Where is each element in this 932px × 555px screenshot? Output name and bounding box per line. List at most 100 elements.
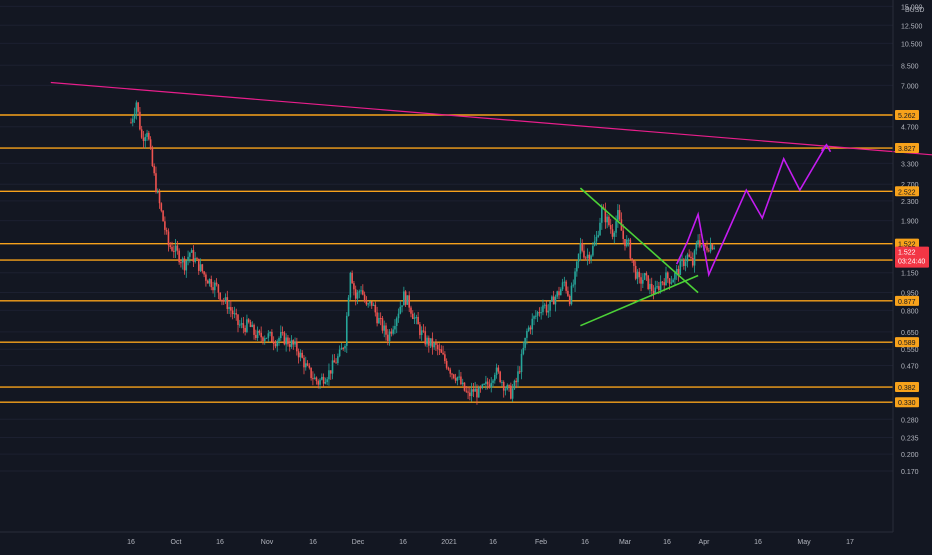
candle-body <box>337 356 339 363</box>
time-tick-label: 16 <box>754 539 762 546</box>
candle-body <box>451 373 453 375</box>
candle-body <box>476 388 478 398</box>
candle-body <box>690 256 692 259</box>
candle-body <box>280 332 282 339</box>
candle-body <box>144 136 147 142</box>
candle-body <box>666 272 669 279</box>
candle-body <box>586 254 589 258</box>
candle-body <box>413 317 416 319</box>
candle-body <box>171 246 173 251</box>
candle-body <box>324 381 327 384</box>
candle-body <box>260 332 262 338</box>
candle-body <box>556 291 559 297</box>
candle-body <box>329 370 332 374</box>
candle-body <box>529 327 532 330</box>
candle-body <box>226 297 229 309</box>
candle-body <box>297 351 300 358</box>
candle-body <box>265 337 268 339</box>
descending-resistance-line[interactable] <box>50 81 932 156</box>
candle-body <box>281 332 284 334</box>
level-badge <box>895 186 919 197</box>
candle-body <box>488 384 491 388</box>
price-tick-label: 0.280 <box>901 417 919 424</box>
candle-body <box>485 381 487 384</box>
candle-body <box>456 377 459 381</box>
candle-body <box>287 337 289 345</box>
candle-body <box>387 334 389 342</box>
candle-body <box>652 290 655 294</box>
candle-body <box>670 282 673 284</box>
level-badge <box>895 397 919 408</box>
candle-body <box>153 166 155 174</box>
candle-body <box>518 371 521 373</box>
candle-body <box>411 313 414 319</box>
candle-body <box>338 349 341 357</box>
candle-body <box>230 307 232 311</box>
level-badge-label: 2.522 <box>898 189 916 196</box>
candle-body <box>406 295 409 305</box>
candle-body <box>501 381 503 383</box>
candle-body <box>221 299 223 301</box>
time-tick-label: Apr <box>699 539 711 546</box>
candle-body <box>422 330 425 332</box>
candle-body <box>504 389 507 391</box>
candle-body <box>554 296 557 305</box>
candle-body <box>214 282 216 291</box>
time-tick-label: 16 <box>399 539 407 546</box>
candle-body <box>583 250 585 258</box>
candle-body <box>672 279 674 283</box>
candle-body <box>197 258 200 271</box>
candle-body <box>196 258 198 260</box>
candle-body <box>331 360 334 374</box>
time-tick-label: 16 <box>216 539 224 546</box>
candle-body <box>527 327 530 331</box>
time-tick-label: 16 <box>309 539 317 546</box>
candle-body <box>465 390 468 392</box>
price-tick-label: 1.150 <box>901 271 919 278</box>
candle-body <box>642 279 644 284</box>
time-axis[interactable]: 16 Oct 16 Nov 16 Dec 16 2021 16 Feb 16 Mar 16 Apr 16 Ma… <box>127 539 854 546</box>
level-badge <box>895 238 919 249</box>
wedge-lower-line[interactable] <box>580 274 699 327</box>
price-axis[interactable]: 15.000 12.500 10.500 8.500 7.000 4.700 3.300 2.… <box>901 4 923 476</box>
candle-body <box>565 281 567 291</box>
candle-body <box>636 271 639 279</box>
candle-body <box>169 245 172 247</box>
candle-body <box>508 384 510 386</box>
candle-body <box>192 250 195 262</box>
level-badge-label: 0.330 <box>898 400 916 407</box>
candle-body <box>665 272 667 286</box>
time-tick-label: 16 <box>127 539 135 546</box>
projected-path[interactable] <box>675 144 828 278</box>
candle-body <box>445 360 448 368</box>
currency-label: BUSD <box>905 7 924 14</box>
candle-body <box>499 371 501 383</box>
wedge-upper-line[interactable] <box>579 187 699 294</box>
candle-body <box>627 239 630 241</box>
candle-body <box>365 301 368 305</box>
candle-body <box>483 383 485 385</box>
candle-body <box>622 230 624 239</box>
candle-body <box>288 344 291 347</box>
candle-body <box>312 378 314 380</box>
price-tick-label: 3.300 <box>901 161 919 168</box>
candle-body <box>433 342 435 348</box>
trend-drawings[interactable] <box>50 81 932 327</box>
candle-body <box>148 132 150 140</box>
time-tick-label: Dec <box>352 539 365 546</box>
candle-body <box>347 297 350 316</box>
candle-body <box>403 291 405 306</box>
candle-body <box>160 203 163 211</box>
candle-body <box>592 245 594 256</box>
candle-body <box>326 379 328 382</box>
candle-body <box>454 378 457 381</box>
candle-body <box>322 376 325 384</box>
candle-body <box>567 290 569 296</box>
time-tick-label: May <box>797 539 811 546</box>
candle-body <box>176 245 179 251</box>
candle-body <box>436 344 439 350</box>
candle-body <box>162 210 164 222</box>
